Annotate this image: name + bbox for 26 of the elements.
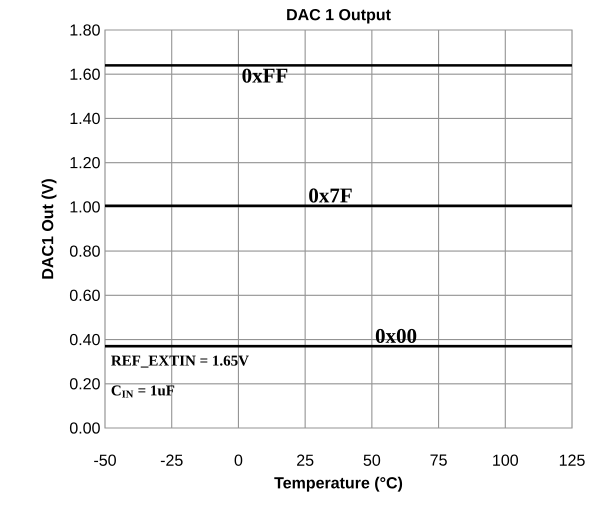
y-tick-label: 1.00 <box>70 201 100 213</box>
series-label: 0x7F <box>309 188 352 203</box>
y-tick-label: 0.80 <box>70 245 100 257</box>
x-axis-title: Temperature (°C) <box>274 476 402 492</box>
x-tick-label: 75 <box>430 454 447 466</box>
y-tick-label: 1.20 <box>70 157 100 168</box>
x-tick-label: -25 <box>160 454 183 466</box>
x-tick-label: 0 <box>234 454 242 466</box>
series-label: 0xFF <box>242 68 288 83</box>
y-tick-label: 0.00 <box>70 422 100 434</box>
y-axis-title: DAC1 Out (V) <box>42 179 56 279</box>
y-tick-label: 1.80 <box>70 24 100 36</box>
x-tick-label: -50 <box>94 454 116 466</box>
y-tick-label: 1.60 <box>70 68 100 80</box>
annotation: C$_{IN}$ = 1uF <box>112 385 174 398</box>
x-tick-label: 50 <box>364 454 380 466</box>
series-label: 0x00 <box>376 328 416 343</box>
y-tick-label: 0.20 <box>70 378 100 390</box>
y-tick-label: 0.60 <box>70 290 100 301</box>
x-tick-label: 125 <box>560 454 585 466</box>
annotation: REF_EXTIN = 1.65V <box>111 356 249 368</box>
y-tick-label: 1.40 <box>70 112 100 124</box>
x-tick-label: 100 <box>493 454 518 466</box>
x-tick-label: 25 <box>297 454 314 466</box>
chart-title: DAC 1 Output <box>287 8 391 24</box>
y-tick-label: 0.40 <box>70 334 100 346</box>
